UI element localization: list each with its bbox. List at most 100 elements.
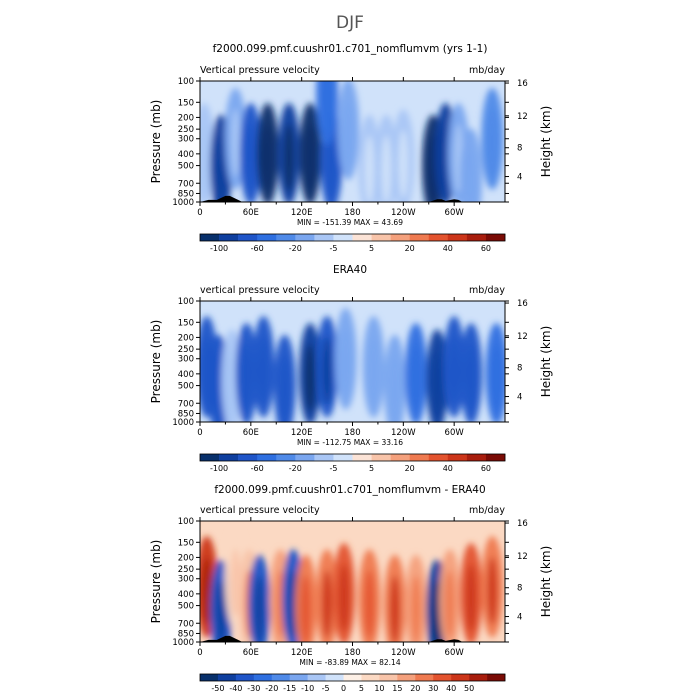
colorbar-swatch: [352, 454, 372, 461]
field-core: [300, 575, 311, 642]
y2-tick-label: 12: [517, 112, 528, 122]
y-tick-label: 700: [178, 179, 194, 189]
x-tick-label: 0: [197, 648, 202, 658]
colorbar-label: -15: [283, 684, 296, 693]
x-tick-label: 60W: [445, 428, 465, 438]
field-core: [283, 123, 294, 192]
colorbar-swatch: [200, 674, 219, 681]
colorbar-swatch: [343, 674, 362, 681]
min-max-label: MIN = -112.75 MAX = 33.16: [297, 438, 403, 447]
colorbar-swatch: [390, 454, 410, 461]
variable-label: vertical pressure velocity: [200, 505, 320, 516]
colorbar-swatch: [485, 234, 506, 241]
field-core: [230, 108, 241, 177]
colorbar-swatch: [485, 454, 506, 461]
colorbar-label: -5: [329, 464, 337, 473]
y-tick-label: 100: [178, 77, 194, 87]
colorbar-swatch: [333, 234, 353, 241]
field-core: [466, 149, 477, 202]
colorbar-label: -20: [289, 464, 302, 473]
y-tick-label: 500: [178, 162, 194, 172]
colorbar-swatch: [469, 674, 488, 681]
y2-tick-label: 4: [517, 613, 522, 623]
y-tick-label: 200: [178, 553, 194, 563]
field-features: [200, 307, 505, 422]
field-core: [241, 343, 252, 412]
field-core: [381, 135, 392, 202]
y-tick-label: 700: [178, 399, 194, 409]
colorbar-label: -5: [322, 684, 330, 693]
colorbar: -100 -60 -20 -5 5 20 40 60: [199, 233, 506, 253]
field-core: [411, 343, 422, 412]
units-label: mb/day: [469, 285, 505, 296]
max-value: 33.16: [382, 438, 404, 447]
topography: [200, 195, 463, 202]
colorbar-swatch: [314, 234, 334, 241]
colorbar-swatch: [433, 674, 452, 681]
colorbar-swatch: [276, 234, 296, 241]
field-core: [340, 328, 351, 397]
y-tick-label: 400: [178, 370, 194, 380]
x-tick-label: 180: [344, 428, 360, 438]
colorbar-label: -60: [251, 244, 264, 253]
field-core: [258, 336, 269, 405]
field-core: [216, 135, 227, 202]
y-tick-label: 250: [178, 125, 194, 135]
colorbar-swatch: [428, 454, 449, 461]
field-core: [201, 556, 212, 625]
colorbar-swatch: [219, 234, 239, 241]
colorbar-swatch: [361, 674, 380, 681]
colorbar-swatch: [466, 234, 487, 241]
field-core: [398, 130, 409, 198]
x-tick-label: 120W: [391, 648, 416, 658]
panel-1: f2000.099.pmf.cuushr01.c701_nomflumvm (y…: [149, 43, 553, 253]
max-value: 43.69: [382, 218, 404, 227]
colorbar-swatch: [257, 454, 277, 461]
field-core: [279, 355, 290, 422]
y-tick-label: 850: [178, 629, 194, 639]
units-label: mb/day: [469, 65, 505, 76]
colorbar-label: -10: [301, 684, 314, 693]
field-core: [322, 570, 333, 638]
min-max-label: MIN = -83.89 MAX = 82.14: [299, 658, 400, 667]
y2-tick-label: 16: [517, 299, 528, 309]
y2-tick-label: 16: [517, 79, 528, 89]
variable-label: Vertical pressure velocity: [200, 65, 320, 76]
colorbar-swatch: [295, 454, 315, 461]
min-value: -112.75: [322, 438, 351, 447]
x-tick-label: 120E: [291, 428, 313, 438]
colorbar-label: 50: [464, 684, 474, 693]
y2-tick-label: 12: [517, 332, 528, 342]
colorbar-label: 60: [481, 244, 491, 253]
colorbar-label: -5: [329, 244, 337, 253]
colorbar-swatch: [276, 454, 296, 461]
colorbar-swatch: [200, 234, 220, 241]
y-tick-label: 150: [178, 98, 194, 108]
field: [200, 81, 505, 202]
colorbar-swatch: [307, 674, 326, 681]
colorbar-swatch: [235, 674, 255, 681]
colorbar-frame: [199, 673, 506, 682]
field-core: [227, 350, 238, 418]
x-tick-label: 180: [344, 648, 360, 658]
colorbar-swatch: [409, 454, 430, 461]
y-tick-label: 1000: [172, 418, 194, 428]
x-tick-label: 60E: [243, 428, 259, 438]
panel-title: ERA40: [333, 264, 367, 276]
colorbar-swatch: [428, 234, 449, 241]
field-core: [262, 123, 273, 192]
field-core: [466, 563, 477, 632]
colorbar: -100 -60 -20 -5 5 20 40 60: [199, 453, 506, 473]
field-core: [322, 81, 333, 133]
colorbar-label: 30: [428, 684, 438, 693]
colorbar-swatch: [333, 454, 353, 461]
colorbar-label: 5: [359, 684, 364, 693]
colorbar-label: -20: [265, 684, 278, 693]
colorbar-swatch: [253, 674, 273, 681]
field-core: [432, 350, 443, 418]
x-tick-label: 120E: [291, 208, 313, 218]
field-core: [305, 123, 316, 192]
field-core: [364, 135, 375, 202]
colorbar-swatch: [352, 234, 372, 241]
field-core: [213, 355, 224, 422]
